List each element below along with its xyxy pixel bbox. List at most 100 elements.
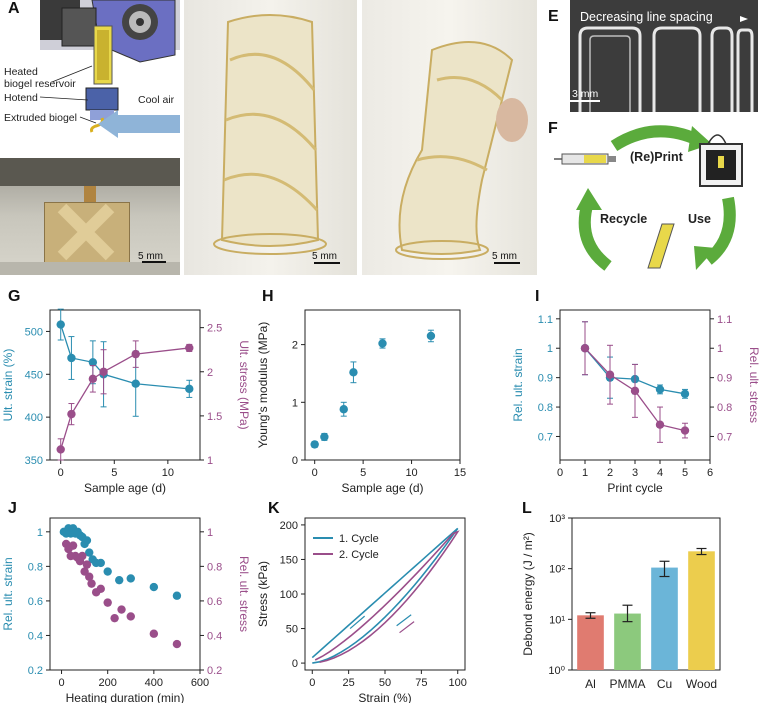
series-line — [314, 530, 460, 664]
x-tick-label: 75 — [415, 677, 427, 689]
y2-tick-label: 1 — [207, 527, 213, 539]
y2-tick-label: 0.7 — [717, 431, 732, 443]
plot-frame — [304, 309, 461, 461]
panel-label-i: I — [535, 288, 540, 305]
y-tick-label: 350 — [25, 455, 43, 467]
y-tick-label: 1 — [547, 343, 553, 355]
reprint-label: (Re)Print — [630, 150, 683, 164]
y2-axis-label: Ult. stress (MPa) — [237, 340, 250, 429]
y-tick-label: 1 — [37, 527, 43, 539]
data-point — [99, 367, 108, 376]
line-spacing-title: Decreasing line spacing — [580, 10, 713, 24]
x-tick-label: 6 — [707, 467, 713, 479]
data-point — [655, 385, 665, 394]
callout-hotend: Hotend — [4, 92, 38, 104]
data-point — [426, 331, 436, 341]
chart-g: 0 5 10 350 400 450 500 1 1.5 2 2.5 Ult. stress (MPa… — [1, 308, 250, 495]
x-tick-label: 10 — [162, 467, 174, 479]
y-tick-label: 1 — [292, 397, 298, 409]
bar — [688, 551, 715, 670]
syringe-icon — [554, 153, 616, 165]
twisted-tube-photo: 5 mm — [184, 0, 357, 275]
x-tick-label: 4 — [657, 467, 663, 479]
data-point — [78, 551, 87, 561]
printer-icon — [699, 134, 743, 187]
panel-label-l: L — [522, 500, 532, 517]
y2-tick-label: 1 — [717, 343, 723, 355]
y2-tick-label: 0.8 — [207, 561, 222, 573]
x-tick-label: 0 — [309, 677, 315, 689]
panel-a: A Heated biogel reservoir Hotend Extrude… — [0, 0, 185, 160]
data-point — [349, 368, 358, 377]
x-tick-label: 5 — [682, 467, 688, 479]
x-tick-label: 2 — [607, 467, 613, 479]
x-tick-label: 50 — [379, 677, 391, 689]
data-point — [185, 384, 194, 394]
y2-axis-label: Rel. ult. stress — [747, 347, 760, 423]
legend-label: 2. Cycle — [339, 549, 379, 561]
data-point — [185, 343, 194, 353]
x-tick-label: 15 — [454, 467, 466, 479]
callout-extruded: Extruded biogel — [4, 112, 77, 124]
y-tick-label: 2 — [292, 340, 298, 352]
printer-schematic — [39, 0, 180, 138]
data-point — [110, 613, 119, 623]
y-tick-label: 0.6 — [28, 596, 43, 608]
x-axis-label: Sample age (d) — [84, 481, 166, 495]
y2-tick-label: 0.2 — [207, 665, 222, 677]
data-point — [680, 426, 690, 435]
data-point — [580, 344, 590, 353]
data-point — [605, 370, 615, 379]
data-point — [103, 598, 112, 607]
data-point — [172, 639, 182, 649]
data-point — [320, 432, 329, 442]
data-point — [85, 548, 94, 557]
y2-tick-label: 0.8 — [717, 402, 732, 414]
x-tick-label: 0 — [557, 467, 563, 479]
data-point — [131, 349, 140, 359]
scale-e: 3 mm — [572, 88, 599, 100]
panel-label-a: A — [8, 0, 20, 17]
panel-label-j: J — [8, 500, 17, 517]
plot-frame — [49, 309, 201, 461]
arrow-down — [399, 621, 415, 634]
printed-x-photo: 5 mm — [0, 158, 180, 275]
x-tick-label: 5 — [360, 467, 366, 479]
panel-label-f: F — [548, 120, 558, 137]
bent-tube-photo: 5 mm — [362, 0, 537, 275]
x-axis-label: Sample age (d) — [341, 481, 423, 495]
y-tick-label: 10³ — [549, 513, 565, 525]
y-tick-label: 100 — [280, 589, 298, 601]
y-tick-label: 0.7 — [538, 431, 553, 443]
cool-air-label: Cool air — [138, 94, 175, 106]
y-tick-label: 450 — [25, 369, 43, 381]
chart-h: 0 5 10 15 0 1 2 Sample age (d) Young's modulus (… — [256, 309, 466, 495]
y-tick-label: 200 — [280, 520, 298, 532]
data-point — [87, 579, 96, 588]
y-tick-label: 0.8 — [28, 561, 43, 573]
y2-tick-label: 2.5 — [207, 323, 222, 335]
data-point — [117, 605, 126, 614]
x-tick-label: 400 — [145, 677, 163, 689]
data-point — [655, 420, 665, 429]
data-point — [96, 584, 105, 594]
panel-label-k: K — [268, 500, 280, 517]
data-point — [103, 567, 112, 576]
y-tick-label: 500 — [25, 326, 43, 338]
plot-frame — [571, 517, 721, 671]
series-line — [60, 347, 190, 450]
y2-tick-label: 1.5 — [207, 411, 222, 423]
series-line — [311, 527, 459, 664]
y-tick-label: 10¹ — [549, 614, 565, 626]
y-tick-label: 0.9 — [538, 373, 553, 385]
y2-tick-label: 1 — [207, 455, 213, 467]
y-tick-label: 0.2 — [28, 665, 43, 677]
x-tick-label: 10 — [405, 467, 417, 479]
y-tick-label: 10⁰ — [548, 665, 565, 677]
callout-heated: Heated — [4, 66, 38, 78]
x-axis-label: Strain (%) — [358, 691, 411, 703]
arrow-up — [349, 615, 366, 630]
y2-tick-label: 0.4 — [207, 630, 222, 642]
data-point — [630, 386, 640, 396]
y-tick-label: 1.1 — [538, 314, 553, 326]
